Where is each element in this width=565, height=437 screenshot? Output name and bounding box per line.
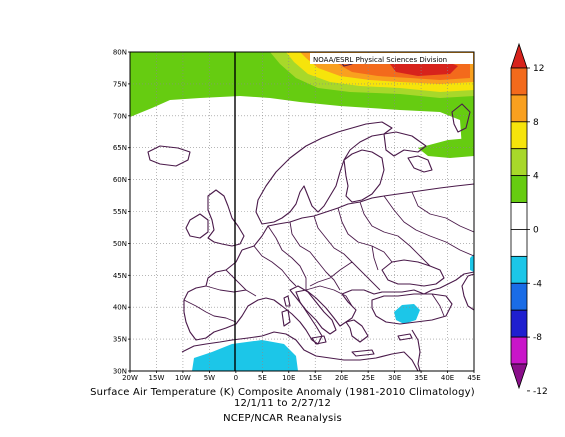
colorbar-bottom-triangle bbox=[510, 363, 528, 390]
caption-title: Surface Air Temperature (K) Composite An… bbox=[90, 387, 475, 398]
coast-kola bbox=[383, 131, 427, 157]
lat-tick-label: 65N bbox=[113, 144, 127, 152]
colorbar-bin bbox=[510, 255, 528, 284]
coast-italy bbox=[289, 285, 337, 335]
lon-tick-label: 5E bbox=[258, 374, 267, 382]
coast-north-africa bbox=[181, 331, 419, 372]
lon-tick-label: 5W bbox=[204, 374, 215, 382]
anomaly-cyan-turkey bbox=[394, 304, 420, 324]
lon-tick-label: 35E bbox=[414, 374, 427, 382]
lat-tick-label: 30N bbox=[113, 368, 127, 376]
anomaly-cyan-africa bbox=[192, 340, 298, 371]
lat-tick-label: 80N bbox=[113, 49, 127, 57]
lon-tick-label: 15E bbox=[309, 374, 322, 382]
coast-novaya-zemlya bbox=[451, 103, 471, 133]
lon-tick-label: 25E bbox=[361, 374, 374, 382]
lon-tick-label: 10W bbox=[175, 374, 191, 382]
colorbar-bin bbox=[510, 148, 528, 177]
lon-tick-label: 15W bbox=[149, 374, 165, 382]
coast-corsica bbox=[283, 295, 291, 307]
lon-tick-label: 10E bbox=[282, 374, 295, 382]
lon-tick-label: 45E bbox=[467, 374, 480, 382]
colorbar-tick-label: 4 bbox=[533, 172, 539, 182]
coast-crete bbox=[351, 349, 375, 357]
anomaly-red-core bbox=[390, 62, 458, 76]
coast-greece bbox=[345, 319, 369, 343]
colorbar-tick-label: 12 bbox=[533, 64, 544, 74]
colorbar-bin bbox=[510, 229, 528, 257]
coast-great-britain bbox=[207, 189, 245, 247]
coast-cyprus bbox=[397, 333, 413, 341]
credit-text: NOAA/ESRL Physical Sciences Division bbox=[313, 56, 447, 64]
colorbar bbox=[510, 42, 528, 390]
lat-tick-label: 60N bbox=[113, 176, 127, 184]
coast-levant bbox=[411, 329, 421, 372]
lat-tick-label: 70N bbox=[113, 112, 127, 120]
caption-source: NCEP/NCAR Reanalysis bbox=[223, 413, 342, 424]
graticule bbox=[130, 52, 474, 371]
colorbar-bin bbox=[510, 175, 528, 203]
lon-tick-label: 20E bbox=[335, 374, 348, 382]
coast-ireland bbox=[185, 213, 209, 239]
lon-tick-label: 40E bbox=[441, 374, 454, 382]
colorbar-bin bbox=[510, 67, 528, 96]
border-lines bbox=[183, 191, 475, 323]
coast-sicily bbox=[311, 335, 327, 345]
anomaly-cyan-east-edge bbox=[470, 254, 474, 272]
lat-tick-label: 50N bbox=[113, 240, 127, 248]
coast-white-sea bbox=[407, 155, 433, 173]
lon-tick-label: 0 bbox=[234, 374, 238, 382]
lon-tick-label: 30E bbox=[388, 374, 401, 382]
lon-tick-label: 20W bbox=[122, 374, 138, 382]
coastlines-and-borders bbox=[147, 53, 475, 372]
coast-black-sea bbox=[381, 259, 445, 287]
colorbar-tick-label: 0 bbox=[533, 225, 539, 235]
coast-iceland bbox=[147, 145, 191, 167]
coast-finland bbox=[343, 149, 385, 203]
coast-sardinia bbox=[281, 309, 291, 327]
lat-tick-label: 75N bbox=[113, 80, 127, 88]
coast-turkey bbox=[371, 293, 453, 325]
colorbar-labels: 12 8 4 0 -4 -8 -12 bbox=[527, 64, 548, 397]
colorbar-bin bbox=[510, 309, 528, 338]
longitude-labels: 20W 15W 10W 5W 0 5E 10E 15E 20E 25E 30E 35E 40E 45E bbox=[122, 371, 481, 382]
colorbar-bin bbox=[510, 282, 528, 311]
lat-tick-label: 45N bbox=[113, 272, 127, 280]
colorbar-tick-label: -12 bbox=[533, 387, 548, 397]
colorbar-tick-label: -8 bbox=[533, 333, 542, 343]
colorbar-tick-label: -4 bbox=[533, 279, 542, 289]
latitude-labels: 80N 75N 70N 65N 60N 55N 50N 45N 40N 35N 30N bbox=[113, 49, 130, 376]
colorbar-tick-label: 8 bbox=[533, 118, 539, 128]
colorbar-bin bbox=[510, 94, 528, 123]
credit-box bbox=[310, 53, 473, 64]
colorbar-bin bbox=[510, 121, 528, 150]
colorbar-bin bbox=[510, 202, 528, 230]
lat-tick-label: 35N bbox=[113, 336, 127, 344]
colorbar-bin bbox=[510, 336, 528, 365]
lat-tick-label: 40N bbox=[113, 304, 127, 312]
caption-dates: 12/1/11 to 2/27/12 bbox=[233, 398, 332, 409]
coast-scandinavia bbox=[255, 121, 393, 225]
lat-tick-label: 55N bbox=[113, 208, 127, 216]
colorbar-top-triangle bbox=[510, 42, 528, 69]
